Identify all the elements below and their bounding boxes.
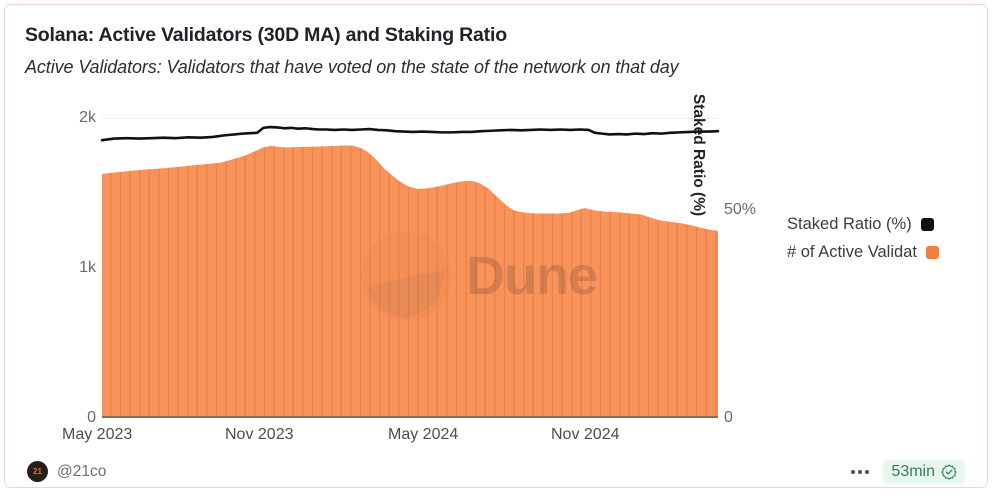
chart-legend: Staked Ratio (%) # of Active Validat <box>787 210 939 266</box>
freshness-badge: 53min <box>883 460 965 484</box>
author-handle[interactable]: @21co <box>57 462 107 480</box>
plot-area: Dune 2k 1k 0 50% 0 May 2023 Nov 2023 May… <box>62 109 756 443</box>
y-tick-right-0: 0 <box>724 409 733 426</box>
x-axis-baseline <box>102 416 718 418</box>
x-tick-3: Nov 2024 <box>551 426 620 443</box>
gridline-2k <box>102 118 718 119</box>
x-tick-0: May 2023 <box>62 426 133 443</box>
legend-swatch-orange <box>925 245 939 259</box>
author-footer[interactable]: 21 @21co <box>27 461 106 482</box>
staked-ratio-line-series <box>100 125 720 142</box>
freshness-text: 53min <box>891 463 935 480</box>
ellipsis-icon[interactable] <box>851 470 870 474</box>
avatar: 21 <box>27 461 48 482</box>
validators-area-series <box>102 145 718 418</box>
legend-swatch-black <box>920 217 934 231</box>
x-tick-1: Nov 2023 <box>225 426 294 443</box>
legend-item-staked-ratio[interactable]: Staked Ratio (%) <box>787 210 939 238</box>
y-tick-right-50: 50% <box>724 201 757 218</box>
x-tick-2: May 2024 <box>388 426 459 443</box>
chart-card: Solana: Active Validators (30D MA) and S… <box>4 4 988 488</box>
y-tick-left-1: 1k <box>79 259 96 276</box>
legend-item-active-validators[interactable]: # of Active Validat <box>787 238 939 266</box>
page-title: Solana: Active Validators (30D MA) and S… <box>25 24 507 46</box>
y-tick-left-0: 0 <box>87 409 96 426</box>
chart-subtitle: Active Validators: Validators that have … <box>25 57 679 77</box>
footer-actions: 53min <box>851 460 965 484</box>
legend-label-active-validators: # of Active Validat <box>787 242 917 261</box>
verified-badge-icon <box>941 464 957 480</box>
y-tick-left-2: 2k <box>79 109 96 126</box>
legend-label-staked-ratio: Staked Ratio (%) <box>787 214 912 233</box>
